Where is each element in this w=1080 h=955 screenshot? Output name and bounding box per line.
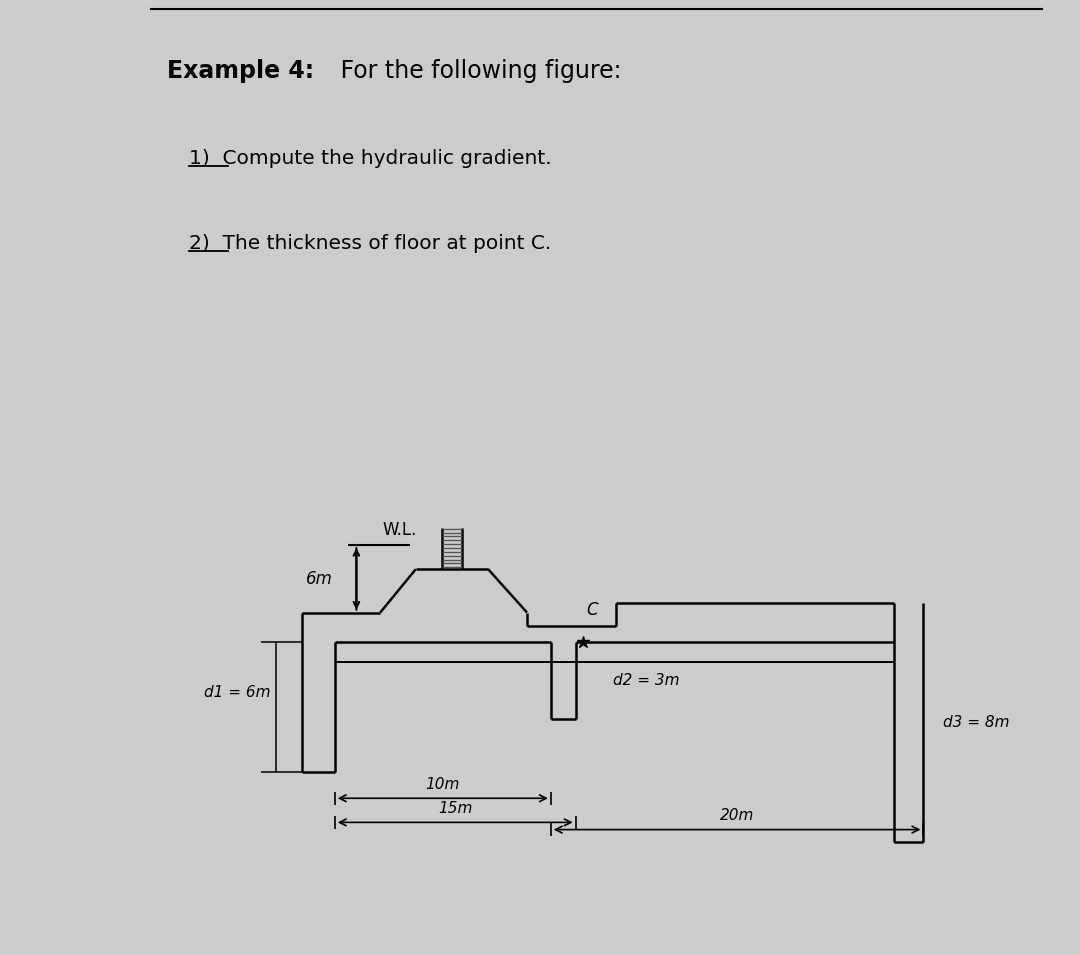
Text: 10m: 10m xyxy=(426,777,460,792)
Text: 15m: 15m xyxy=(438,801,472,817)
Text: d1 = 6m: d1 = 6m xyxy=(204,685,271,700)
Text: d2 = 3m: d2 = 3m xyxy=(613,672,680,688)
Text: Example 4:: Example 4: xyxy=(167,59,314,83)
Text: d3 = 8m: d3 = 8m xyxy=(943,714,1010,730)
Text: W.L.: W.L. xyxy=(383,521,417,540)
Text: 20m: 20m xyxy=(720,808,754,823)
Text: 2)  The thickness of floor at point C.: 2) The thickness of floor at point C. xyxy=(189,234,551,253)
Text: 6m: 6m xyxy=(306,570,333,588)
Text: For the following figure:: For the following figure: xyxy=(333,59,621,83)
Text: 1)  Compute the hydraulic gradient.: 1) Compute the hydraulic gradient. xyxy=(189,149,552,168)
Text: C: C xyxy=(586,601,597,619)
